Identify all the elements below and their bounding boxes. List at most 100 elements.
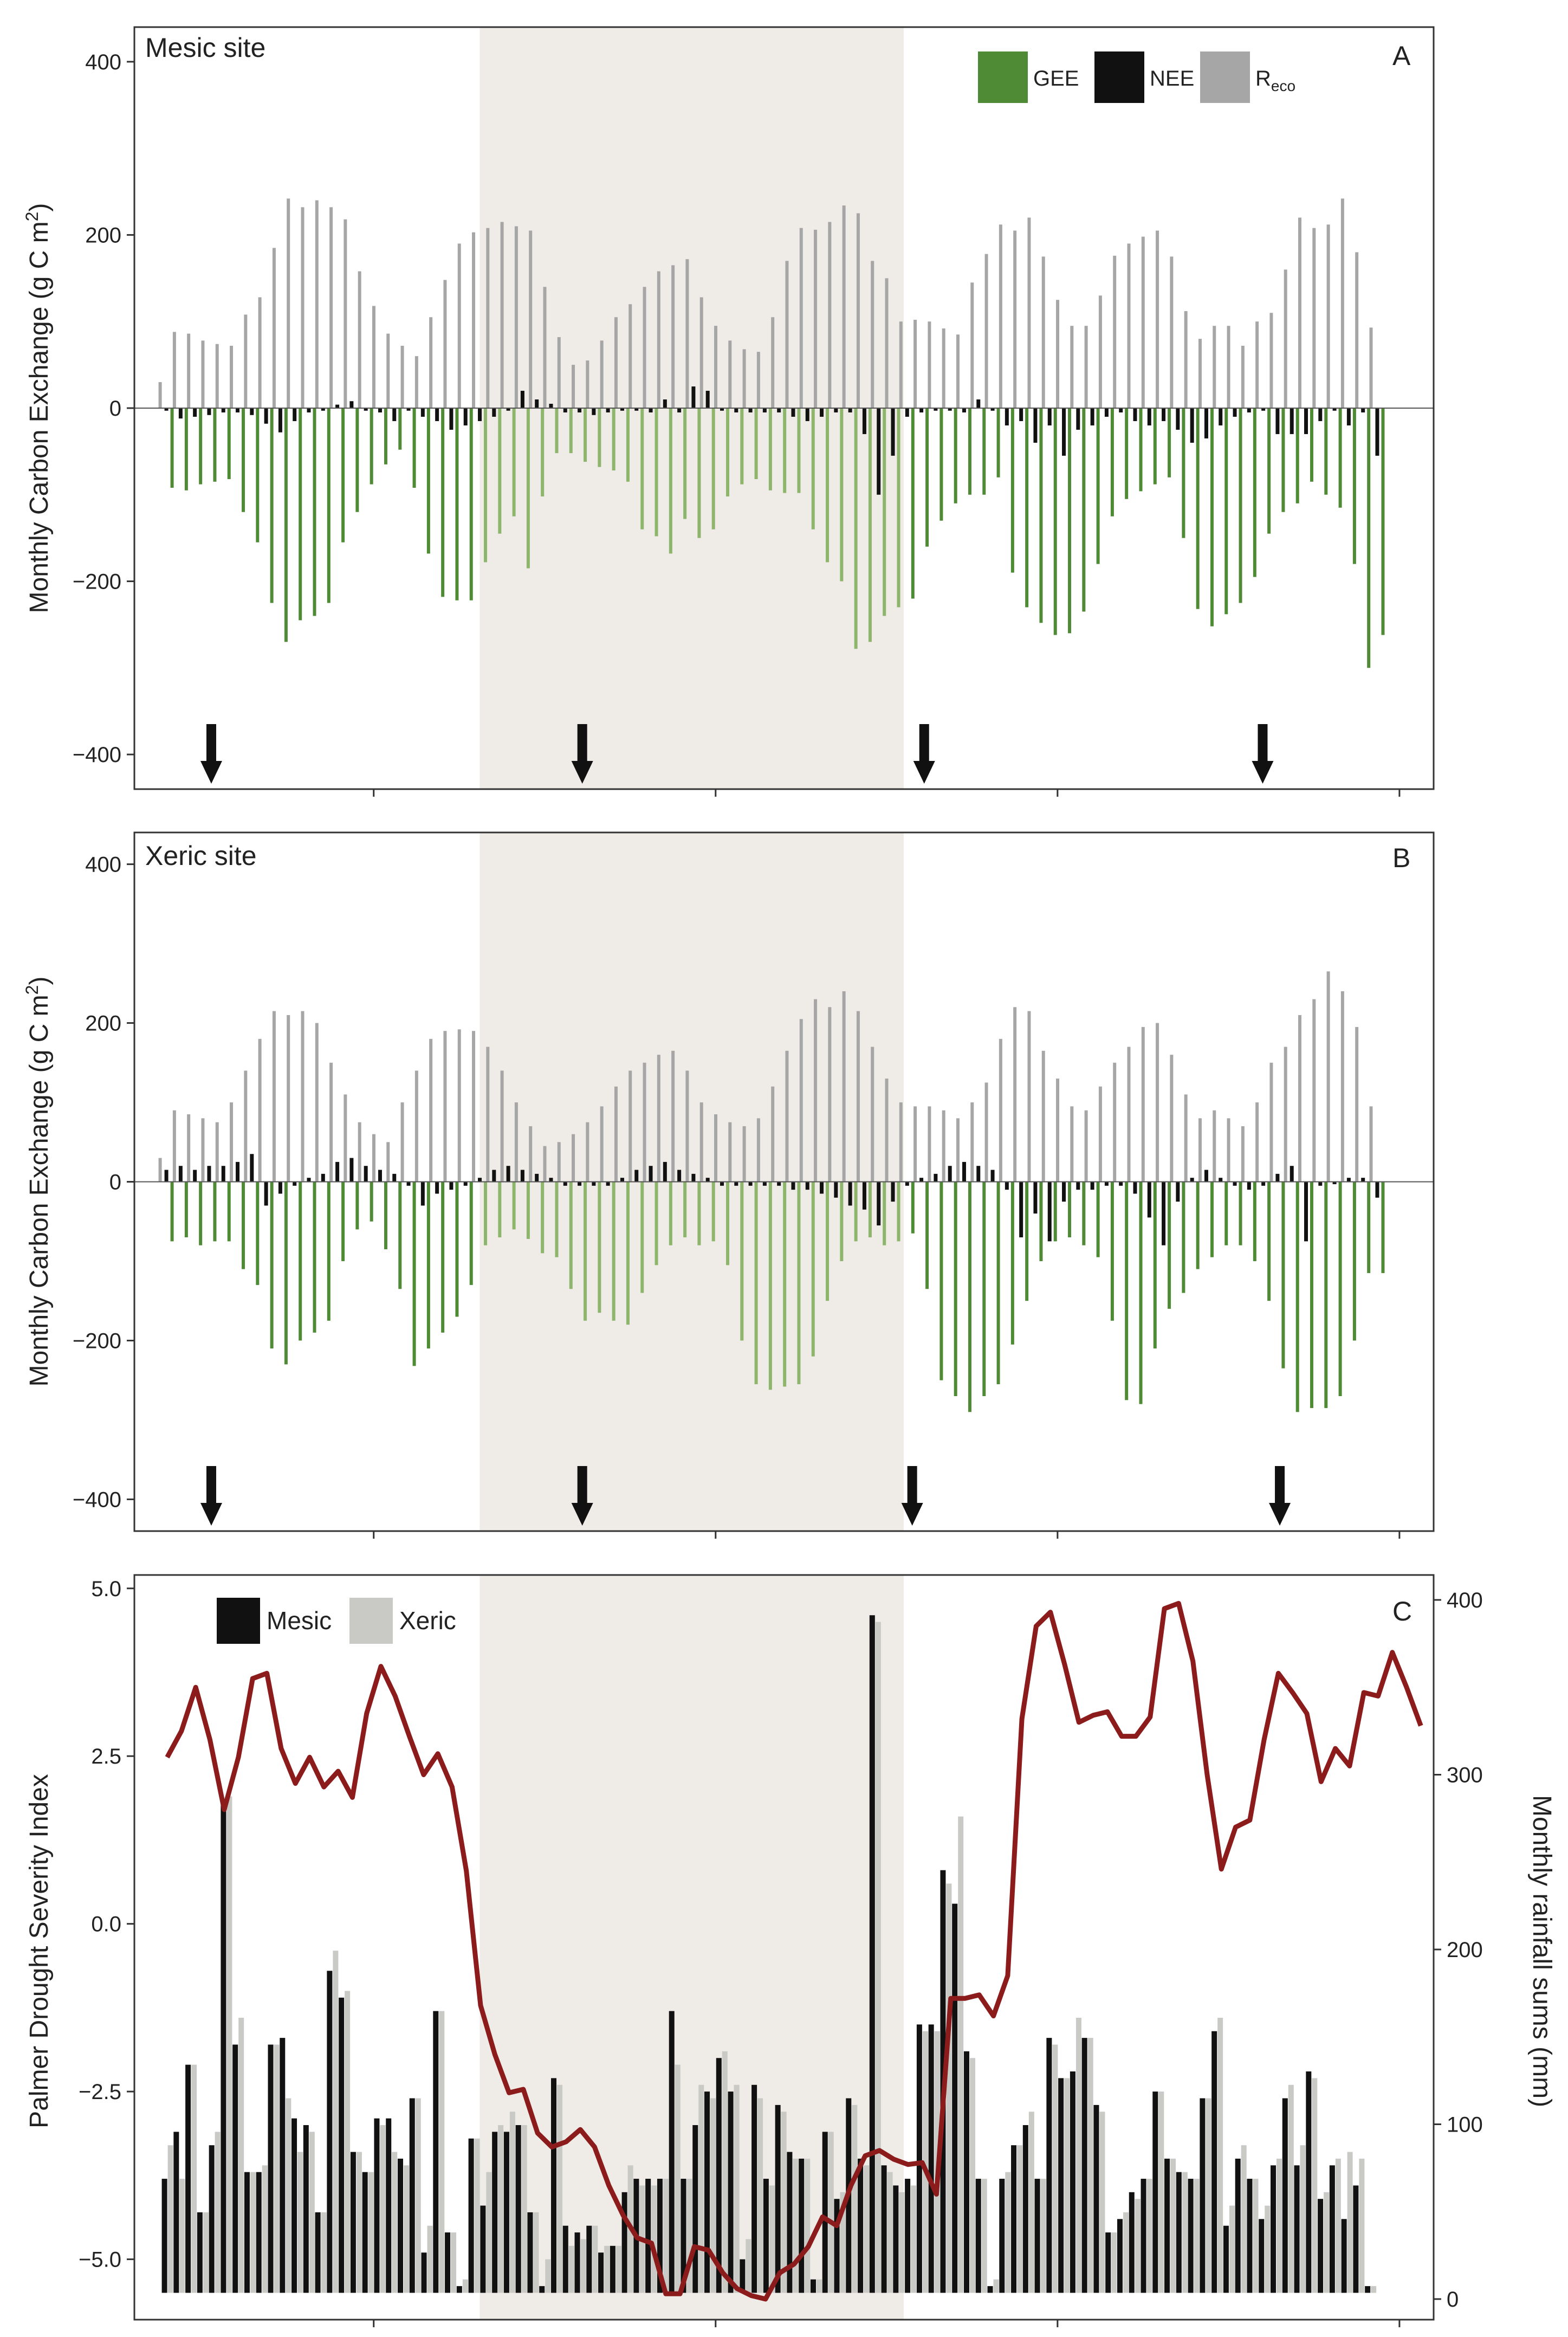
reco-bar — [984, 254, 988, 408]
reco-bar — [714, 326, 718, 408]
nee-bar — [392, 1173, 397, 1182]
mesic-bar — [1341, 2219, 1347, 2293]
gee-bar — [370, 1182, 373, 1222]
mesic-bar — [893, 2185, 899, 2293]
nee-bar — [278, 408, 282, 432]
gee-bar — [740, 408, 744, 485]
reco-bar — [942, 1110, 945, 1182]
mesic-bar — [610, 2245, 615, 2293]
reco-bar — [315, 1023, 319, 1182]
legend-gee-swatch — [978, 51, 1028, 103]
y2-tick-label: 0 — [1447, 2288, 1459, 2312]
gee-bar — [1324, 1182, 1328, 1408]
xeric-bar — [274, 2044, 280, 2293]
xeric-bar — [167, 2145, 173, 2293]
reco-bar — [999, 224, 1002, 408]
panel-b-y-label-sup: 2 — [22, 985, 42, 995]
xeric-bar — [498, 2125, 504, 2293]
nee-bar — [834, 1182, 838, 1198]
xeric-bar — [568, 2245, 574, 2293]
mesic-bar — [397, 2158, 403, 2293]
mesic-bar — [268, 2044, 274, 2293]
gee-bar — [854, 1182, 858, 1242]
nee-bar — [1233, 408, 1237, 417]
xeric-bar — [828, 2132, 834, 2293]
gee-bar — [897, 408, 900, 608]
reco-bar — [657, 1055, 660, 1182]
rainfall-line — [165, 1600, 1423, 2302]
mesic-bar — [1223, 2225, 1229, 2293]
nee-bar — [492, 408, 496, 417]
legend-xeric-swatch — [349, 1598, 393, 1644]
nee-bar — [1261, 408, 1266, 411]
gee-bar — [455, 1182, 459, 1317]
reco-bar — [244, 314, 248, 408]
reco-bar — [1326, 971, 1330, 1182]
reco-bar — [1070, 1106, 1074, 1182]
reco-bar — [970, 1102, 974, 1182]
reco-bar — [1355, 252, 1359, 408]
nee-bar — [805, 408, 809, 421]
reco-bar — [344, 219, 347, 408]
panel-c-y-axis-label: Palmer Drought Severity Index — [25, 1774, 54, 2128]
gee-bar — [1253, 408, 1256, 577]
nee-bar — [1361, 1178, 1365, 1182]
xeric-bar — [1099, 2112, 1105, 2293]
xeric-bar — [1347, 2152, 1353, 2293]
reco-bar — [756, 352, 760, 408]
nee-bar — [663, 1161, 667, 1182]
gee-bar — [1025, 1182, 1029, 1301]
reco-bar — [1041, 256, 1045, 408]
nee-bar — [734, 1182, 738, 1186]
xeric-bar — [1371, 2286, 1377, 2293]
xeric-bar — [1123, 2212, 1129, 2293]
reco-bar — [315, 200, 319, 408]
nee-bar — [1318, 408, 1323, 421]
mesic-bar — [1117, 2219, 1123, 2293]
xeric-bar — [722, 2051, 728, 2293]
nee-bar — [962, 1161, 966, 1182]
gee-bar — [1025, 408, 1029, 608]
reco-bar — [187, 333, 191, 408]
nee-bar — [250, 1154, 254, 1182]
reco-bar — [1284, 269, 1287, 408]
mesic-bar — [492, 2132, 498, 2293]
y-tick-label: 400 — [85, 50, 121, 74]
gee-bar — [939, 408, 943, 521]
mesic-bar — [1211, 2031, 1217, 2293]
gee-bar — [498, 1182, 502, 1238]
mesic-bar — [161, 2179, 167, 2293]
xeric-bar — [1241, 2145, 1247, 2293]
xeric-bar — [864, 2165, 870, 2293]
reco-bar — [928, 321, 931, 408]
nee-bar — [1204, 408, 1208, 438]
xeric-bar — [604, 2245, 610, 2293]
xeric-bar — [1075, 2017, 1081, 2293]
reco-bar — [172, 1110, 176, 1182]
reco-bar — [1184, 1094, 1188, 1182]
nee-bar — [164, 408, 169, 411]
nee-bar — [976, 399, 981, 408]
reco-bar — [1184, 311, 1188, 408]
xeric-bar — [474, 2138, 480, 2293]
reco-bar — [1340, 198, 1344, 408]
nee-bar — [1346, 1178, 1351, 1182]
reco-bar — [771, 1086, 775, 1182]
sampling-arrow — [571, 724, 593, 784]
reco-bar — [856, 213, 860, 408]
reco-bar — [1156, 1023, 1159, 1182]
y-tick-label: −200 — [73, 1329, 121, 1353]
nee-bar — [1247, 1182, 1251, 1190]
reco-bar — [799, 228, 803, 408]
reco-bar — [871, 1047, 874, 1182]
gee-bar — [968, 408, 971, 495]
nee-bar — [919, 408, 924, 412]
x-tick-label: 2014 — [1033, 2333, 1081, 2337]
sampling-arrow — [200, 724, 222, 784]
nee-bar — [1304, 1182, 1308, 1242]
reco-bar — [1127, 243, 1131, 408]
nee-bar — [349, 401, 354, 408]
reco-bar — [956, 334, 960, 408]
nee-bar — [478, 1178, 482, 1182]
reco-bar — [899, 321, 903, 408]
